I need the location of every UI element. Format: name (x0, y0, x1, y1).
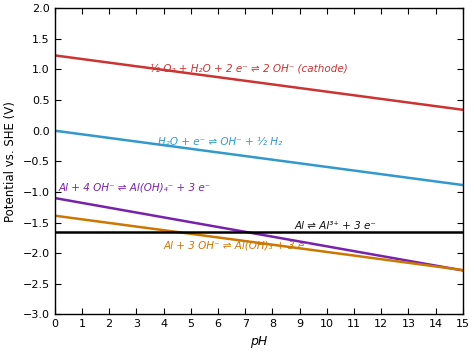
Text: Al ⇌ Al³⁺ + 3 e⁻: Al ⇌ Al³⁺ + 3 e⁻ (294, 221, 376, 231)
Text: ½ O₂ + H₂O + 2 e⁻ ⇌ 2 OH⁻ (cathode): ½ O₂ + H₂O + 2 e⁻ ⇌ 2 OH⁻ (cathode) (150, 63, 348, 73)
Text: Al + 4 OH⁻ ⇌ Al(OH)₄⁻ + 3 e⁻: Al + 4 OH⁻ ⇌ Al(OH)₄⁻ + 3 e⁻ (59, 183, 211, 193)
X-axis label: pH: pH (250, 335, 267, 348)
Text: Al + 3 OH⁻ ⇌ Al(OH)₃ + 3 e⁻: Al + 3 OH⁻ ⇌ Al(OH)₃ + 3 e⁻ (164, 240, 310, 250)
Text: H₂O + e⁻ ⇌ OH⁻ + ½ H₂: H₂O + e⁻ ⇌ OH⁻ + ½ H₂ (158, 137, 282, 147)
Y-axis label: Potential vs. SHE (V): Potential vs. SHE (V) (4, 101, 17, 222)
